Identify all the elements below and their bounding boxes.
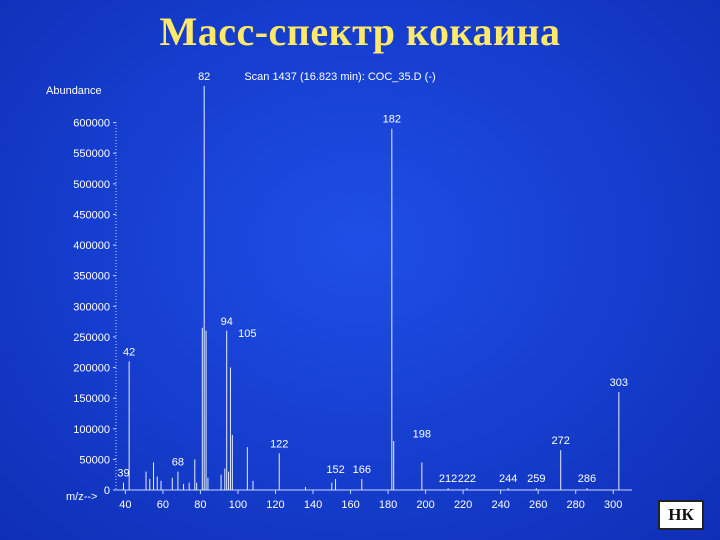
nk-badge: НК: [658, 500, 704, 530]
y-tick-label: 600000: [73, 118, 110, 130]
peak-label: 198: [413, 428, 431, 440]
y-axis-label: Abundance: [46, 85, 102, 97]
peak-label: 303: [610, 377, 628, 389]
peak-label: 272: [552, 435, 570, 447]
peak-label: 82: [198, 71, 210, 83]
x-tick-label: 40: [119, 499, 131, 511]
x-tick-label: 120: [266, 499, 284, 511]
peak-label: 122: [270, 438, 288, 450]
chart-title: Scan 1437 (16.823 min): COC_35.D (-): [244, 71, 435, 83]
peak-label: 94: [221, 316, 233, 328]
y-tick-label: 200000: [73, 363, 110, 375]
peak-label: 182: [383, 114, 401, 126]
peak-label: 105: [238, 328, 256, 340]
peak-label: 166: [353, 464, 371, 476]
x-tick-label: 240: [491, 499, 509, 511]
peak-label: 42: [123, 346, 135, 358]
y-tick-label: 550000: [73, 148, 110, 160]
y-tick-label: 450000: [73, 209, 110, 221]
y-tick-label: 500000: [73, 179, 110, 191]
y-tick-label: 300000: [73, 301, 110, 313]
y-tick-label: 250000: [73, 332, 110, 344]
x-tick-label: 60: [157, 499, 169, 511]
x-tick-label: 220: [454, 499, 472, 511]
x-tick-label: 300: [604, 499, 622, 511]
peak-label: 39: [117, 468, 129, 480]
x-tick-label: 180: [379, 499, 397, 511]
y-tick-label: 400000: [73, 240, 110, 252]
x-tick-label: 140: [304, 499, 322, 511]
x-tick-label: 160: [341, 499, 359, 511]
y-tick-label: 50000: [79, 454, 110, 466]
x-axis-ticks: 40 60 80 100 120 140 160 180 200 220 240 260 280 300: [119, 490, 622, 511]
x-tick-label: 100: [229, 499, 247, 511]
y-tick-label: 150000: [73, 393, 110, 405]
x-tick-label: 280: [567, 499, 585, 511]
peak-labels: 82 182 94 105 42 303 198 272 122 68 39 152 166 212 222…: [117, 71, 628, 485]
peak-label: 68: [172, 457, 184, 469]
x-tick-label: 260: [529, 499, 547, 511]
y-tick-label: 100000: [73, 424, 110, 436]
peak-label: 244: [499, 473, 517, 485]
peak-label: 212: [439, 473, 457, 485]
spectrum-peaks: [123, 85, 620, 490]
peak-label: 152: [326, 464, 344, 476]
slide-title: Масс-спектр кокаина: [159, 9, 561, 54]
y-tick-label: 0: [104, 485, 110, 497]
x-axis-label: m/z-->: [66, 491, 97, 503]
peak-label: 286: [578, 473, 596, 485]
peak-label: 222: [458, 473, 476, 485]
x-tick-label: 200: [416, 499, 434, 511]
x-tick-label: 80: [194, 499, 206, 511]
y-tick-label: 350000: [73, 271, 110, 283]
peak-label: 259: [527, 473, 545, 485]
y-axis-ticks: 0 50000 100000 150000 200000 250000 300000 3500…: [73, 118, 116, 497]
